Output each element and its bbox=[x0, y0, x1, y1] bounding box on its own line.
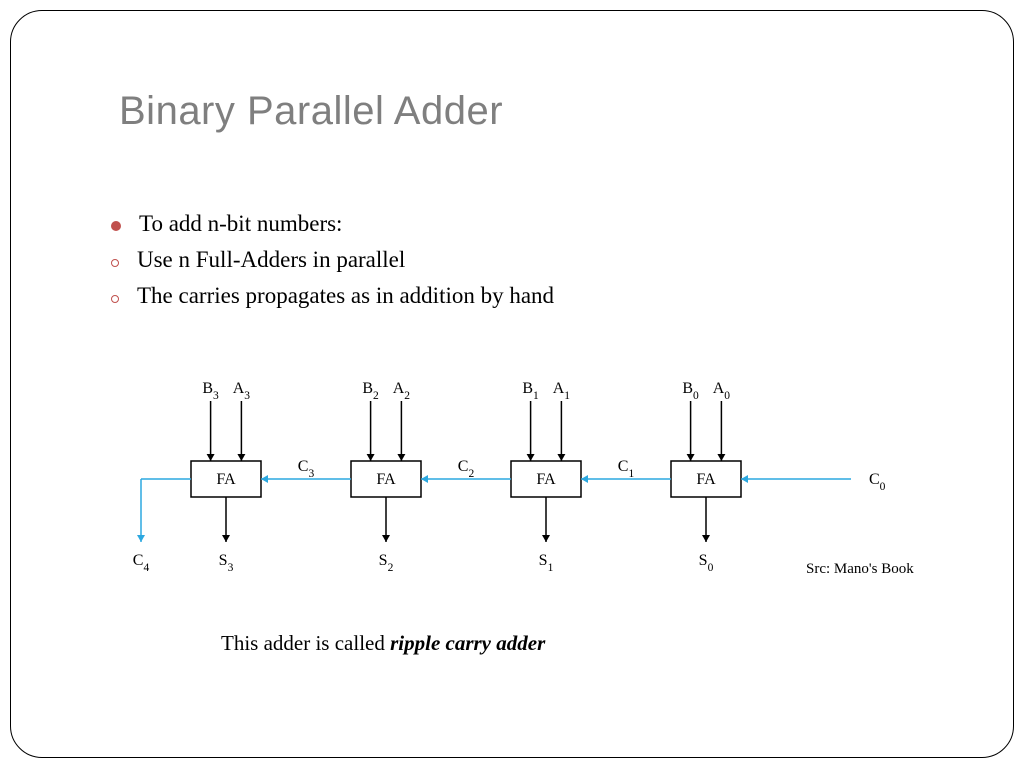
svg-text:S0: S0 bbox=[699, 552, 714, 574]
caption-prefix: This adder is called bbox=[221, 631, 390, 655]
source-label: Src: Mano's Book bbox=[806, 561, 914, 578]
svg-text:B1: B1 bbox=[522, 380, 539, 402]
svg-text:A2: A2 bbox=[393, 380, 411, 402]
bullet-item: Use n Full-Adders in parallel bbox=[111, 247, 931, 273]
svg-text:B3: B3 bbox=[202, 380, 219, 402]
bullet-item: To add n-bit numbers: bbox=[111, 211, 931, 237]
svg-text:FA: FA bbox=[376, 471, 396, 488]
svg-text:B2: B2 bbox=[362, 380, 379, 402]
svg-text:C4: C4 bbox=[133, 552, 150, 574]
svg-text:S1: S1 bbox=[539, 552, 554, 574]
svg-text:C3: C3 bbox=[298, 458, 315, 480]
svg-text:A0: A0 bbox=[713, 380, 731, 402]
svg-text:A1: A1 bbox=[553, 380, 571, 402]
bullet-item: The carries propagates as in addition by… bbox=[111, 283, 931, 309]
svg-text:S2: S2 bbox=[379, 552, 394, 574]
bullet-dot-icon bbox=[111, 295, 119, 303]
svg-text:C2: C2 bbox=[458, 458, 475, 480]
bullet-dot-icon bbox=[111, 221, 121, 231]
caption-text: This adder is called ripple carry adder bbox=[221, 631, 545, 656]
svg-text:A3: A3 bbox=[233, 380, 251, 402]
svg-text:FA: FA bbox=[216, 471, 236, 488]
bullet-dot-icon bbox=[111, 259, 119, 267]
svg-text:S3: S3 bbox=[219, 552, 234, 574]
svg-text:FA: FA bbox=[696, 471, 716, 488]
slide-frame: Binary Parallel Adder To add n-bit numbe… bbox=[10, 10, 1014, 758]
svg-text:B0: B0 bbox=[682, 380, 699, 402]
caption-emphasis: ripple carry adder bbox=[390, 631, 545, 655]
bullet-text: The carries propagates as in addition by… bbox=[137, 283, 554, 309]
bullet-text: Use n Full-Adders in parallel bbox=[137, 247, 405, 273]
bullet-list: To add n-bit numbers: Use n Full-Adders … bbox=[111, 211, 931, 319]
slide-title: Binary Parallel Adder bbox=[119, 89, 503, 134]
svg-text:FA: FA bbox=[536, 471, 556, 488]
svg-text:C0: C0 bbox=[869, 471, 886, 493]
bullet-text: To add n-bit numbers: bbox=[139, 211, 342, 237]
svg-text:C1: C1 bbox=[618, 458, 635, 480]
